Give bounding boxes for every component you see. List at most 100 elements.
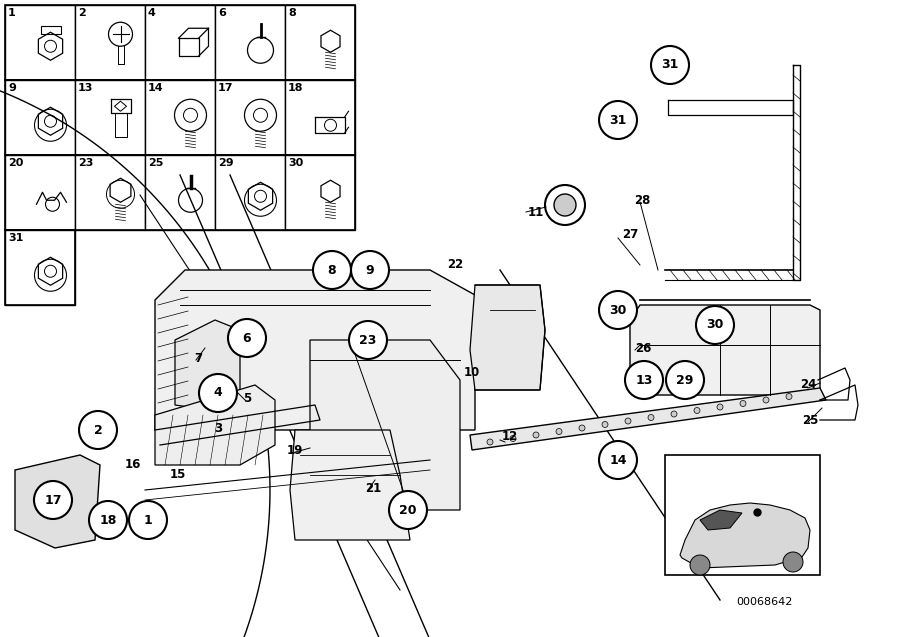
Circle shape bbox=[599, 101, 637, 139]
Circle shape bbox=[696, 306, 734, 344]
Circle shape bbox=[510, 436, 516, 441]
Circle shape bbox=[602, 422, 608, 427]
Text: 21: 21 bbox=[364, 482, 381, 494]
Circle shape bbox=[79, 411, 117, 449]
Bar bbox=[5, 230, 75, 305]
Text: 11: 11 bbox=[528, 206, 544, 218]
Bar bbox=[145, 5, 215, 80]
Text: 2: 2 bbox=[94, 424, 103, 436]
Polygon shape bbox=[470, 388, 826, 450]
Text: 2: 2 bbox=[78, 8, 86, 18]
Text: 4: 4 bbox=[148, 8, 156, 18]
Bar bbox=[215, 5, 285, 80]
Circle shape bbox=[34, 481, 72, 519]
Bar bbox=[5, 5, 355, 80]
Text: 00068642: 00068642 bbox=[736, 597, 792, 607]
Text: 7: 7 bbox=[194, 352, 202, 364]
Text: 29: 29 bbox=[676, 373, 694, 387]
Bar bbox=[5, 80, 355, 155]
Text: 20: 20 bbox=[8, 158, 23, 168]
Text: 9: 9 bbox=[365, 264, 374, 276]
Text: 10: 10 bbox=[464, 366, 480, 378]
Bar bbox=[5, 155, 355, 230]
Text: 1: 1 bbox=[8, 8, 16, 18]
Text: 8: 8 bbox=[288, 8, 296, 18]
Text: 23: 23 bbox=[78, 158, 94, 168]
Circle shape bbox=[783, 552, 803, 572]
Text: 18: 18 bbox=[288, 83, 303, 93]
Text: 9: 9 bbox=[8, 83, 16, 93]
Circle shape bbox=[717, 404, 723, 410]
Circle shape bbox=[666, 361, 704, 399]
Text: 17: 17 bbox=[44, 494, 62, 506]
Circle shape bbox=[599, 291, 637, 329]
Text: 6: 6 bbox=[243, 331, 251, 345]
Bar bbox=[5, 5, 75, 80]
Polygon shape bbox=[680, 503, 810, 568]
Bar bbox=[215, 80, 285, 155]
Polygon shape bbox=[470, 285, 545, 390]
Bar bbox=[75, 80, 145, 155]
Text: 25: 25 bbox=[802, 413, 818, 427]
Circle shape bbox=[786, 394, 792, 399]
Circle shape bbox=[671, 411, 677, 417]
Circle shape bbox=[625, 418, 631, 424]
Text: 14: 14 bbox=[148, 83, 164, 93]
Text: 26: 26 bbox=[634, 341, 652, 355]
Bar bbox=[75, 5, 145, 80]
Polygon shape bbox=[155, 385, 275, 465]
Text: 30: 30 bbox=[288, 158, 303, 168]
Text: 18: 18 bbox=[99, 513, 117, 527]
Bar bbox=[145, 155, 215, 230]
Bar bbox=[75, 155, 145, 230]
Polygon shape bbox=[310, 340, 460, 510]
Text: 13: 13 bbox=[78, 83, 94, 93]
Bar bbox=[5, 230, 75, 305]
Text: 31: 31 bbox=[609, 113, 626, 127]
Bar bbox=[665, 455, 820, 575]
Text: 20: 20 bbox=[400, 503, 417, 517]
Bar bbox=[40, 26, 60, 34]
Circle shape bbox=[625, 361, 663, 399]
Text: 3: 3 bbox=[214, 422, 222, 434]
Text: 28: 28 bbox=[634, 194, 650, 206]
Circle shape bbox=[579, 425, 585, 431]
Circle shape bbox=[648, 415, 654, 420]
Circle shape bbox=[556, 429, 562, 434]
Circle shape bbox=[199, 374, 237, 412]
Polygon shape bbox=[700, 510, 742, 530]
Text: 12: 12 bbox=[502, 431, 518, 443]
Circle shape bbox=[690, 555, 710, 575]
Text: 31: 31 bbox=[8, 233, 23, 243]
Bar bbox=[5, 155, 75, 230]
Text: 30: 30 bbox=[609, 303, 626, 317]
Circle shape bbox=[89, 501, 127, 539]
Circle shape bbox=[599, 441, 637, 479]
Text: 4: 4 bbox=[213, 387, 222, 399]
Polygon shape bbox=[630, 305, 820, 395]
Text: 23: 23 bbox=[359, 334, 377, 347]
Polygon shape bbox=[15, 455, 100, 548]
Polygon shape bbox=[290, 430, 410, 540]
Bar bbox=[5, 80, 75, 155]
Bar bbox=[145, 80, 215, 155]
Text: 19: 19 bbox=[287, 443, 303, 457]
Circle shape bbox=[351, 251, 389, 289]
Circle shape bbox=[487, 439, 493, 445]
Circle shape bbox=[554, 194, 576, 216]
Bar bbox=[285, 155, 355, 230]
Text: 27: 27 bbox=[622, 229, 638, 241]
Circle shape bbox=[651, 46, 689, 84]
Text: 13: 13 bbox=[635, 373, 652, 387]
Circle shape bbox=[389, 491, 427, 529]
Circle shape bbox=[349, 321, 387, 359]
Text: 6: 6 bbox=[218, 8, 226, 18]
Circle shape bbox=[740, 401, 746, 406]
Text: 24: 24 bbox=[800, 378, 816, 392]
Text: 14: 14 bbox=[609, 454, 626, 466]
Circle shape bbox=[228, 319, 266, 357]
Circle shape bbox=[545, 185, 585, 225]
Text: 31: 31 bbox=[662, 59, 679, 71]
Circle shape bbox=[694, 408, 700, 413]
Text: 29: 29 bbox=[218, 158, 234, 168]
